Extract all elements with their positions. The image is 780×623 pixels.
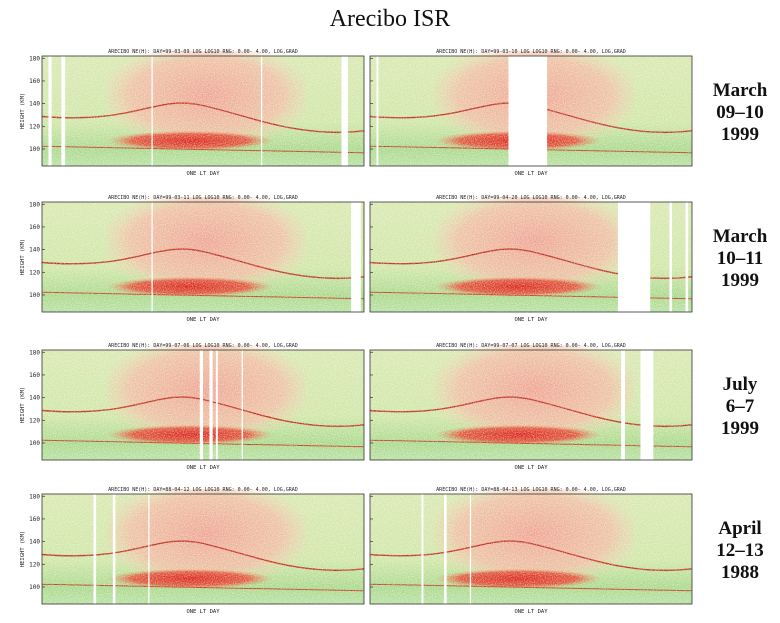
row-label: April (718, 518, 761, 539)
speckle (42, 202, 364, 312)
y-tick-label: 120 (29, 417, 40, 424)
y-tick-label: 160 (29, 372, 40, 379)
y-tick-label: 140 (29, 247, 40, 254)
y-tick-label: 180 (29, 201, 40, 208)
panel-header: ARECIBO NE(H): DAY=99-07-07 LOG LOG10 RN… (436, 343, 626, 349)
y-tick-label: 100 (29, 146, 40, 153)
panel-header: ARECIBO NE(H): DAY=99-03-09 LOG LOG10 RN… (108, 49, 298, 55)
row-label: 1999 (721, 418, 759, 439)
data-gap (640, 350, 653, 460)
data-gap (151, 202, 152, 312)
data-gap (647, 202, 650, 312)
data-gap (351, 202, 361, 312)
panel: ARECIBO NE(H): DAY=99-03-09 LOG LOG10 RN… (20, 49, 364, 177)
data-gap (209, 350, 212, 460)
data-gap (444, 494, 447, 604)
y-tick-label: 160 (29, 78, 40, 85)
panel-header: ARECIBO NE(H): DAY=99-03-10 LOG LOG10 RN… (436, 49, 626, 55)
row-label: 10–11 (717, 248, 763, 269)
y-tick-label: 100 (29, 440, 40, 447)
data-gap (508, 56, 547, 166)
panel-header: ARECIBO NE(H): DAY=99-04-20 LOG LOG10 RN… (436, 195, 626, 201)
panel: ARECIBO NE(H): DAY=99-07-07 LOG LOG10 RN… (370, 343, 692, 471)
x-axis-label: ONE LT DAY (514, 609, 548, 615)
data-gap (261, 56, 262, 166)
panel: ARECIBO NE(H): DAY=99-03-10 LOG LOG10 RN… (370, 49, 692, 177)
data-gap (48, 56, 51, 166)
speckle (370, 494, 692, 604)
y-tick-label: 140 (29, 395, 40, 402)
x-axis-label: ONE LT DAY (186, 609, 220, 615)
y-tick-label: 180 (29, 493, 40, 500)
row-label: 6–7 (726, 396, 755, 417)
panel-header: ARECIBO NE(H): DAY=88-04-13 LOG LOG10 RN… (436, 487, 626, 493)
y-tick-label: 140 (29, 539, 40, 546)
panel-header: ARECIBO NE(H): DAY=99-07-06 LOG LOG10 RN… (108, 343, 298, 349)
x-axis-label: ONE LT DAY (186, 317, 220, 323)
row-label: 1999 (721, 270, 759, 291)
y-tick-label: 160 (29, 516, 40, 523)
x-axis-label: ONE LT DAY (186, 465, 220, 471)
row-label: July (723, 374, 758, 395)
data-gap (242, 350, 243, 460)
row-label: 09–10 (716, 102, 764, 123)
y-tick-label: 180 (29, 349, 40, 356)
row-label: 1999 (721, 124, 759, 145)
y-tick-label: 140 (29, 101, 40, 108)
y-tick-label: 120 (29, 561, 40, 568)
panel: ARECIBO NE(H): DAY=88-04-13 LOG LOG10 RN… (370, 487, 692, 615)
figure-title: Arecibo ISR (330, 6, 451, 32)
panel: ARECIBO NE(H): DAY=99-07-06 LOG LOG10 RN… (20, 343, 364, 471)
y-axis-label: HEIGHT (KM) (20, 239, 26, 275)
data-gap (669, 202, 672, 312)
panel: ARECIBO NE(H): DAY=88-04-12 LOG LOG10 RN… (20, 487, 364, 615)
data-gap (422, 494, 424, 604)
data-gap (113, 494, 116, 604)
data-gap (151, 56, 152, 166)
y-tick-label: 100 (29, 584, 40, 591)
data-gap (148, 494, 149, 604)
y-tick-label: 180 (29, 55, 40, 62)
row-label: 1988 (721, 562, 759, 583)
y-tick-label: 120 (29, 269, 40, 276)
data-gap (470, 494, 471, 604)
y-tick-label: 120 (29, 123, 40, 130)
row-label: 12–13 (716, 540, 764, 561)
row-label: March (713, 226, 768, 247)
row-label: March (713, 80, 768, 101)
data-gap (200, 350, 203, 460)
page: {"title": "Arecibo ISR", "y_label": "HEI… (0, 0, 780, 623)
panel: ARECIBO NE(H): DAY=99-04-20 LOG LOG10 RN… (370, 195, 692, 323)
speckle (42, 494, 364, 604)
y-axis-label: HEIGHT (KM) (20, 93, 26, 129)
y-axis-label: HEIGHT (KM) (20, 387, 26, 423)
x-axis-label: ONE LT DAY (514, 171, 548, 177)
y-tick-label: 100 (29, 292, 40, 299)
panel-header: ARECIBO NE(H): DAY=88-04-12 LOG LOG10 RN… (108, 487, 298, 493)
data-gap (376, 56, 378, 166)
data-gap (94, 494, 97, 604)
data-gap (686, 202, 689, 312)
data-gap (341, 56, 347, 166)
panel: ARECIBO NE(H): DAY=99-03-11 LOG LOG10 RN… (20, 195, 364, 323)
data-gap (61, 56, 65, 166)
panel-header: ARECIBO NE(H): DAY=99-03-11 LOG LOG10 RN… (108, 195, 298, 201)
figure: Arecibo ISR ARECIBO NE(H): DAY=99-03-09 … (0, 0, 780, 623)
data-gap (618, 202, 650, 312)
x-axis-label: ONE LT DAY (186, 171, 220, 177)
data-gap (216, 350, 218, 460)
y-tick-label: 160 (29, 224, 40, 231)
data-gap (621, 350, 625, 460)
x-axis-label: ONE LT DAY (514, 465, 548, 471)
y-axis-label: HEIGHT (KM) (20, 531, 26, 567)
speckle (42, 56, 364, 166)
x-axis-label: ONE LT DAY (514, 317, 548, 323)
